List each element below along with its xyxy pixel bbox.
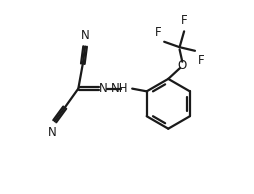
Text: N: N bbox=[99, 82, 107, 95]
Text: NH: NH bbox=[110, 82, 128, 95]
Text: N: N bbox=[48, 126, 57, 139]
Text: O: O bbox=[177, 59, 186, 72]
Text: F: F bbox=[197, 55, 203, 68]
Text: F: F bbox=[180, 14, 187, 27]
Text: N: N bbox=[81, 29, 89, 42]
Text: F: F bbox=[154, 27, 161, 40]
